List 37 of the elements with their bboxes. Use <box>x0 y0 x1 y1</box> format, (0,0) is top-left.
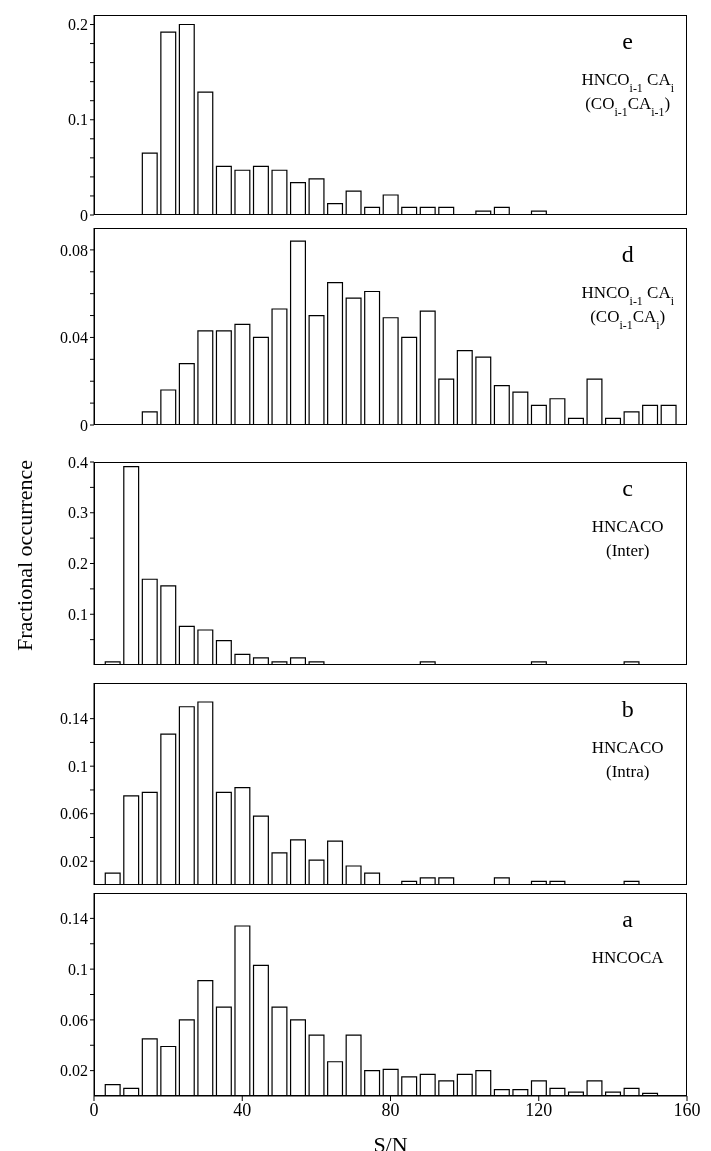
y-tick-label: 0.14 <box>60 910 88 928</box>
y-tick-label: 0.1 <box>68 111 88 129</box>
y-tick-label: 0.2 <box>68 555 88 573</box>
x-tick-label: 80 <box>381 1099 400 1120</box>
annotation: HNCO$_{i-1}$ CA$_{i}$ <box>581 283 675 308</box>
y-tick-label: 0.02 <box>60 852 88 870</box>
y-tick-label: 0.06 <box>60 1011 88 1029</box>
annotation: (Intra) <box>605 762 650 781</box>
annotation: HNCACO <box>591 738 664 757</box>
annotation: HNCOCA <box>591 948 665 967</box>
y-tick-label: 0.04 <box>60 329 88 347</box>
y-tick-label: 0 <box>80 416 88 434</box>
y-tick-label: 0.4 <box>68 453 88 471</box>
y-tick-label: 0.1 <box>68 757 88 775</box>
annotation: HNCACO <box>591 517 664 536</box>
y-tick-label: 0.1 <box>68 605 88 623</box>
y-tick-label: 0.08 <box>60 241 88 259</box>
annotation: (CO$_{i-1}$CA$_{i-1}$) <box>585 94 671 119</box>
x-tick-label: 160 <box>673 1099 701 1120</box>
y-tick-label: 0 <box>80 206 88 224</box>
annotation: (CO$_{i-1}$CA$_{i}$) <box>590 307 666 332</box>
annotation: d <box>621 241 634 267</box>
annotation: a <box>622 906 634 932</box>
annotation: b <box>621 696 634 722</box>
annotation: c <box>622 475 634 501</box>
y-axis-title: Fractional occurrence <box>12 459 37 652</box>
annotation: (Inter) <box>605 541 650 560</box>
y-tick-label: 0.02 <box>60 1062 88 1080</box>
y-tick-label: 0.2 <box>68 16 88 34</box>
annotation: e <box>622 28 634 54</box>
y-tick-label: 0.06 <box>60 805 88 823</box>
y-tick-label: 0.3 <box>68 504 88 522</box>
y-tick-label: 0.14 <box>60 710 88 728</box>
x-tick-label: 40 <box>233 1099 252 1120</box>
annotation: HNCO$_{i-1}$ CA$_{i}$ <box>581 70 675 95</box>
y-tick-label: 0.1 <box>68 960 88 978</box>
x-tick-label: 120 <box>525 1099 553 1120</box>
